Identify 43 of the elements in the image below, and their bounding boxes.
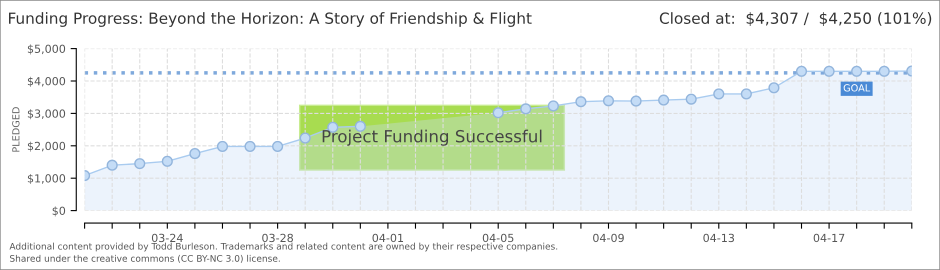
y-tick-label: $4,000 <box>28 76 66 87</box>
y-tick-label: $5,000 <box>28 44 66 54</box>
point <box>300 132 311 144</box>
point <box>216 140 228 152</box>
x-tick-label: 04-09 <box>593 234 624 242</box>
point <box>134 158 146 170</box>
y-tick-label: $0 <box>52 206 66 216</box>
annotation: Project Funding Successful <box>322 130 542 146</box>
point <box>713 88 724 100</box>
x-tick-label: 04-13 <box>703 234 734 242</box>
point <box>575 96 586 108</box>
x-tick-label: 04-17 <box>814 234 844 242</box>
point <box>658 94 670 106</box>
point <box>189 148 200 160</box>
point <box>740 88 752 100</box>
x-tick-label: 03-28 <box>262 234 293 242</box>
y-axis-title: PLEDGED <box>12 107 20 152</box>
y-tick-label: $2,000 <box>28 142 66 152</box>
point <box>686 94 697 105</box>
point <box>796 66 808 77</box>
x-tick-label: 04-01 <box>372 234 404 242</box>
point <box>548 100 559 112</box>
text: Additional content provided by Todd Burleson. Trademarks and related content are owned by their respective companies. <box>9 242 558 252</box>
chart-title: Funding Progress: Beyond the Horizon: A Story of Friendship & Flight <box>9 12 532 27</box>
text: Shared under the creative commons (CC BY-NC 3.0) license. <box>10 254 280 263</box>
point <box>824 66 835 77</box>
point <box>520 103 532 114</box>
point <box>244 140 256 152</box>
y-tick-label: $3,000 <box>28 109 66 120</box>
point <box>630 96 642 107</box>
ref-line-label: GOAL <box>844 84 870 92</box>
point <box>492 107 504 118</box>
point <box>851 66 862 77</box>
point <box>162 156 173 167</box>
point <box>272 140 284 152</box>
chart-subtitle: Closed at: $4,307 / $4,250 (101%) <box>660 12 932 26</box>
point <box>878 66 890 77</box>
point <box>768 82 780 94</box>
x-tick-label: 03-24 <box>152 234 183 242</box>
point <box>106 160 118 171</box>
x-tick-label: 04-05 <box>482 234 514 242</box>
y-tick-label: $1,000 <box>28 174 66 184</box>
point <box>602 95 614 106</box>
